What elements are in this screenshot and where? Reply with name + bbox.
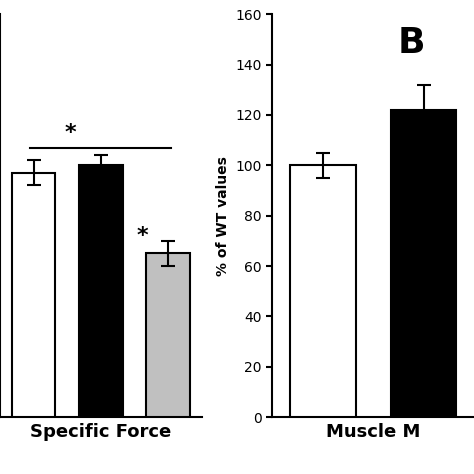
X-axis label: Muscle M: Muscle M [326,423,420,441]
Text: *: * [65,123,76,143]
Bar [146,254,190,417]
Text: B: B [397,27,425,60]
Text: *: * [137,226,148,246]
X-axis label: Specific Force: Specific Force [30,423,172,441]
Y-axis label: % of WT values: % of WT values [216,156,230,275]
Bar [12,173,55,417]
Bar [391,110,456,417]
Bar [290,165,356,417]
Bar [79,165,123,417]
